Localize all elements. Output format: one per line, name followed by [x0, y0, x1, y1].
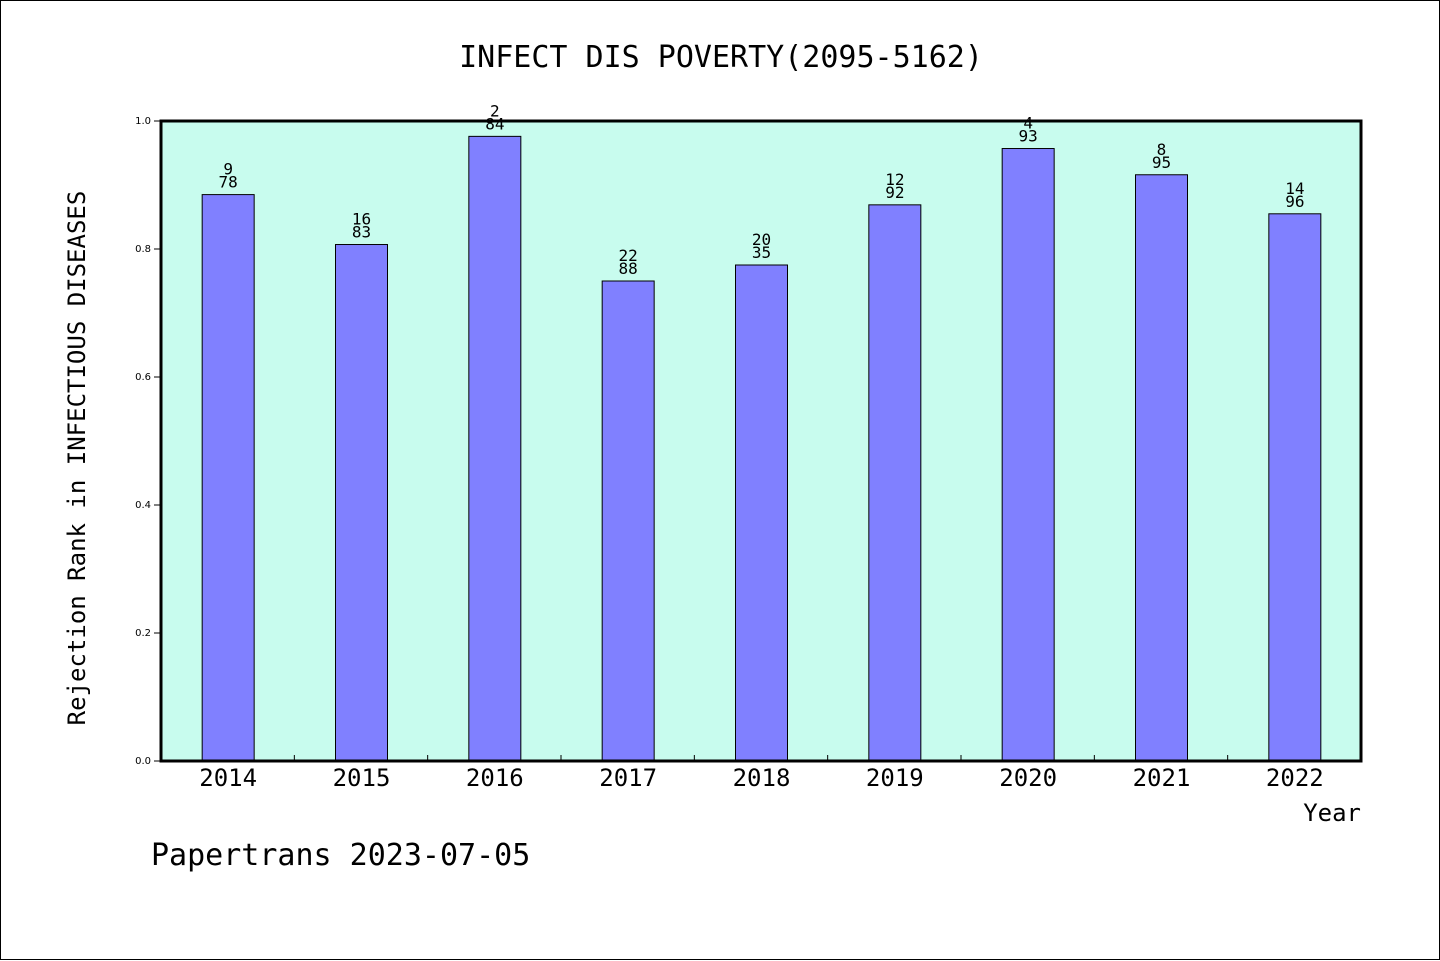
y-tick-label: 1.0	[135, 116, 151, 127]
x-tick-label-2014: 2014	[199, 764, 257, 792]
rank-label-2015: 16	[352, 210, 371, 229]
bar-2017	[601, 280, 655, 762]
total-label-2021: 95	[1152, 153, 1171, 172]
chart-title: INFECT DIS POVERTY(2095-5162)	[459, 40, 983, 75]
x-tick-label-2018: 2018	[733, 764, 791, 792]
x-tick-label-2019: 2019	[866, 764, 924, 792]
total-label-2022: 96	[1285, 192, 1304, 211]
y-axis-label: Rejection Rank in INFECTIOUS DISEASES	[63, 191, 91, 726]
y-tick-label: 0.0	[135, 756, 151, 767]
bars	[201, 135, 1322, 762]
bar-2020	[1001, 148, 1055, 762]
y-tick-label: 0.2	[135, 628, 151, 639]
x-tick-label-2022: 2022	[1266, 764, 1324, 792]
rank-label-2016: 2	[490, 101, 500, 120]
rank-label-2018: 20	[752, 230, 771, 249]
rank-label-2020: 4	[1023, 114, 1033, 133]
y-tick-label: 0.4	[135, 500, 151, 511]
bar-2021	[1135, 174, 1188, 762]
total-label-2017: 88	[619, 259, 638, 278]
x-tick-label-2017: 2017	[599, 764, 657, 792]
total-label-2015: 83	[352, 223, 371, 242]
bar-2014	[201, 194, 255, 762]
total-label-2018: 35	[752, 243, 771, 262]
total-label-2014: 78	[219, 173, 238, 192]
rank-label-2019: 12	[885, 170, 904, 189]
bar-2018	[735, 264, 788, 762]
plot-border	[159, 119, 1363, 763]
x-tick-label-2015: 2015	[333, 764, 391, 792]
total-label-2019: 92	[885, 183, 904, 202]
bar-2022	[1268, 213, 1322, 762]
bar-2019	[868, 204, 922, 762]
rank-label-2017: 22	[619, 246, 638, 265]
x-tick-label-2021: 2021	[1133, 764, 1191, 792]
x-tick-label-2020: 2020	[999, 764, 1057, 792]
total-label-2016: 84	[485, 114, 504, 133]
total-label-2020: 93	[1019, 127, 1038, 146]
x-tick-label-2016: 2016	[466, 764, 524, 792]
rank-label-2021: 8	[1157, 140, 1167, 159]
y-tick-label: 0.8	[135, 244, 151, 255]
x-axis-ticks: 2014 2015 2016 2017 2018 2019 2020 2021 2022	[199, 755, 1324, 792]
rank-label-2022: 14	[1285, 179, 1304, 198]
bar-2016	[468, 135, 522, 762]
x-axis-label: Year	[1303, 799, 1361, 827]
rank-label-2014: 9	[223, 160, 233, 179]
bar-2015	[335, 244, 388, 762]
footer-credit: Papertrans 2023-07-05	[151, 838, 530, 873]
y-axis-ticks: 0.0 0.2 0.4 0.6 0.8 1.0	[135, 116, 161, 767]
y-tick-label: 0.6	[135, 372, 151, 383]
